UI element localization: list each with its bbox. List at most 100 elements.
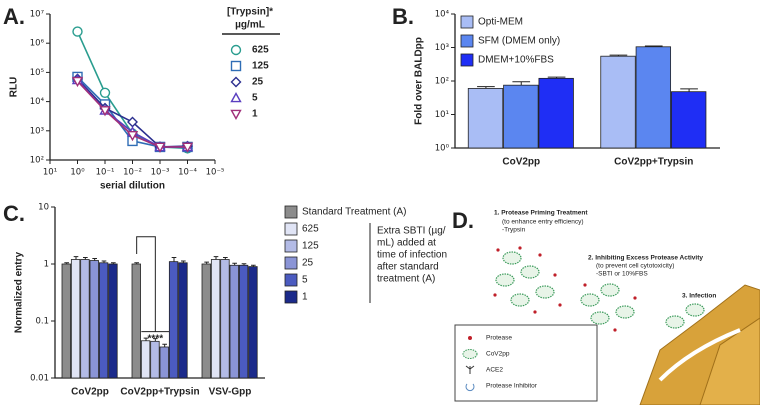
- bar: [467, 88, 504, 149]
- point: [230, 92, 242, 103]
- x-tick-label: 10⁰: [70, 168, 85, 178]
- error-bar: [477, 86, 495, 89]
- y-axis-label: Normalized entry: [14, 251, 25, 333]
- error-bar: [181, 260, 186, 263]
- significance-bracket: [136, 236, 170, 333]
- error-bar: [644, 45, 663, 47]
- legend-label: CoV2pp: [486, 351, 510, 358]
- note: mL) added at: [377, 238, 436, 249]
- bar: [600, 55, 636, 149]
- point: [126, 131, 139, 142]
- y-axis-label: Fold over BALDpp: [414, 37, 425, 125]
- error-bar: [609, 54, 628, 57]
- legend-label: 625: [302, 224, 319, 235]
- step-title: 2. Inhibiting Excess Protease Activity: [588, 255, 703, 262]
- legend-swatch: [284, 273, 298, 287]
- note: Extra SBTI (µg/: [377, 226, 446, 237]
- bar: [150, 340, 160, 379]
- legend-label: 625: [252, 45, 269, 56]
- y-tick-label: 10³: [30, 126, 44, 136]
- significance-label: ****: [148, 333, 164, 344]
- y-tick-label: 1: [44, 260, 49, 270]
- x-tick-label: CoV2pp+Trypsin: [614, 157, 693, 168]
- x-tick-label: CoV2pp: [71, 387, 109, 398]
- point: [181, 142, 194, 153]
- legend-label: 1: [252, 109, 258, 120]
- y-tick-label: 10²: [435, 77, 449, 87]
- bar: [131, 263, 141, 379]
- bar: [108, 263, 118, 379]
- x-tick-label: CoV2pp+Trypsin: [120, 387, 199, 398]
- x-tick-label: 10⁻²: [123, 168, 142, 178]
- step-title: 1. Protease Priming Treatment: [494, 210, 588, 217]
- legend-icon: [465, 365, 475, 374]
- y-tick-label: 0.1: [35, 317, 49, 327]
- bar: [201, 263, 211, 379]
- note: time of infection: [377, 250, 447, 261]
- y-axis-label: RLU: [9, 77, 20, 98]
- step-title: 3. Infection: [682, 293, 716, 300]
- error-bar: [512, 81, 531, 86]
- bar: [168, 261, 179, 379]
- bar: [140, 340, 151, 379]
- x-tick-label: 10⁻⁴: [178, 168, 197, 178]
- diagram: D. 1. Protease Priming Treatment (to enh…: [452, 208, 760, 405]
- legend-label: 25: [252, 77, 264, 88]
- error-bar: [83, 257, 88, 260]
- cell-gap: [658, 328, 741, 382]
- y-tick-label: 10³: [435, 43, 449, 53]
- error-bar: [162, 343, 167, 347]
- error-bar: [101, 260, 107, 263]
- bar: [210, 259, 221, 379]
- panel-label: D.: [452, 208, 474, 233]
- step-text: -Trypsin: [502, 227, 526, 234]
- x-tick-label: 10¹: [43, 168, 57, 178]
- error-bar: [143, 337, 149, 341]
- legend-label: Protease: [486, 335, 512, 342]
- bar: [671, 91, 707, 149]
- panel-label: C.: [3, 201, 25, 226]
- error-bar: [223, 257, 228, 260]
- bar: [80, 259, 90, 379]
- legend-label: 5: [252, 93, 258, 104]
- step-text: -SBTI or 10%FBS: [596, 271, 648, 278]
- bar: [61, 263, 71, 379]
- bar: [178, 262, 188, 379]
- error-bar: [204, 261, 209, 264]
- point: [99, 87, 111, 99]
- error-bar: [213, 256, 219, 260]
- legend-swatch: [284, 290, 298, 304]
- bar: [98, 262, 109, 379]
- legend-label: 1: [302, 292, 308, 303]
- error-bar: [232, 262, 237, 266]
- y-tick-label: 10: [38, 203, 49, 213]
- bar: [503, 84, 539, 149]
- note: after standard: [377, 262, 439, 273]
- point: [230, 76, 242, 88]
- y-tick-label: 10⁴: [435, 10, 450, 20]
- y-tick-label: 0.01: [30, 374, 49, 384]
- x-tick-label: VSV-Gpp: [209, 387, 252, 398]
- legend-label: Protease Inhibitor: [486, 383, 538, 390]
- protease-dots: [493, 246, 637, 332]
- legend-swatch: [460, 15, 474, 29]
- y-tick-label: 10⁷: [30, 10, 45, 20]
- y-tick-label: 10¹: [435, 110, 449, 120]
- bar: [70, 259, 81, 379]
- error-bar: [92, 257, 97, 261]
- bar: [89, 260, 99, 379]
- bar: [159, 346, 169, 379]
- panel-label: B.: [392, 4, 414, 29]
- note: treatment (A): [377, 274, 435, 285]
- legend-label: SFM (DMEM only): [478, 36, 560, 47]
- point: [230, 60, 242, 72]
- bar: [229, 264, 239, 379]
- legend-label: Opti-MEM: [478, 17, 523, 28]
- legend-label: 125: [302, 241, 319, 252]
- legend-swatch: [284, 222, 298, 236]
- legend-icon: [468, 336, 472, 340]
- error-bar: [171, 257, 177, 262]
- bar: [220, 259, 230, 379]
- point: [72, 26, 83, 37]
